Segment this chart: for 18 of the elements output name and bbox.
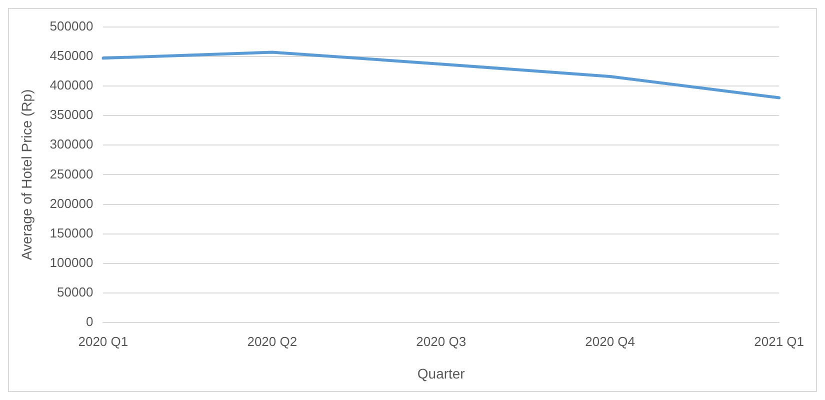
y-tick-label: 250000 (50, 166, 94, 182)
x-tick-label: 2020 Q1 (78, 334, 128, 349)
y-tick-label: 500000 (50, 18, 94, 34)
x-tick-label: 2020 Q4 (585, 334, 636, 349)
y-tick-label: 0 (86, 314, 94, 330)
y-tick-label: 200000 (50, 196, 94, 211)
y-tick-label: 100000 (50, 255, 94, 270)
y-tick-label: 350000 (50, 107, 94, 122)
x-tick-label: 2020 Q2 (247, 334, 298, 349)
x-axis-title: Quarter (417, 365, 466, 382)
y-tick-label: 450000 (50, 48, 94, 63)
x-tick-label: 2020 Q3 (416, 334, 466, 349)
y-tick-label: 400000 (50, 78, 94, 93)
y-tick-label: 150000 (50, 225, 94, 240)
y-axis-title: Average of Hotel Price (Rp) (18, 89, 34, 260)
x-tick-label: 2021 Q1 (754, 334, 804, 349)
y-tick-label: 50000 (57, 284, 94, 300)
y-tick-label: 300000 (50, 136, 94, 152)
